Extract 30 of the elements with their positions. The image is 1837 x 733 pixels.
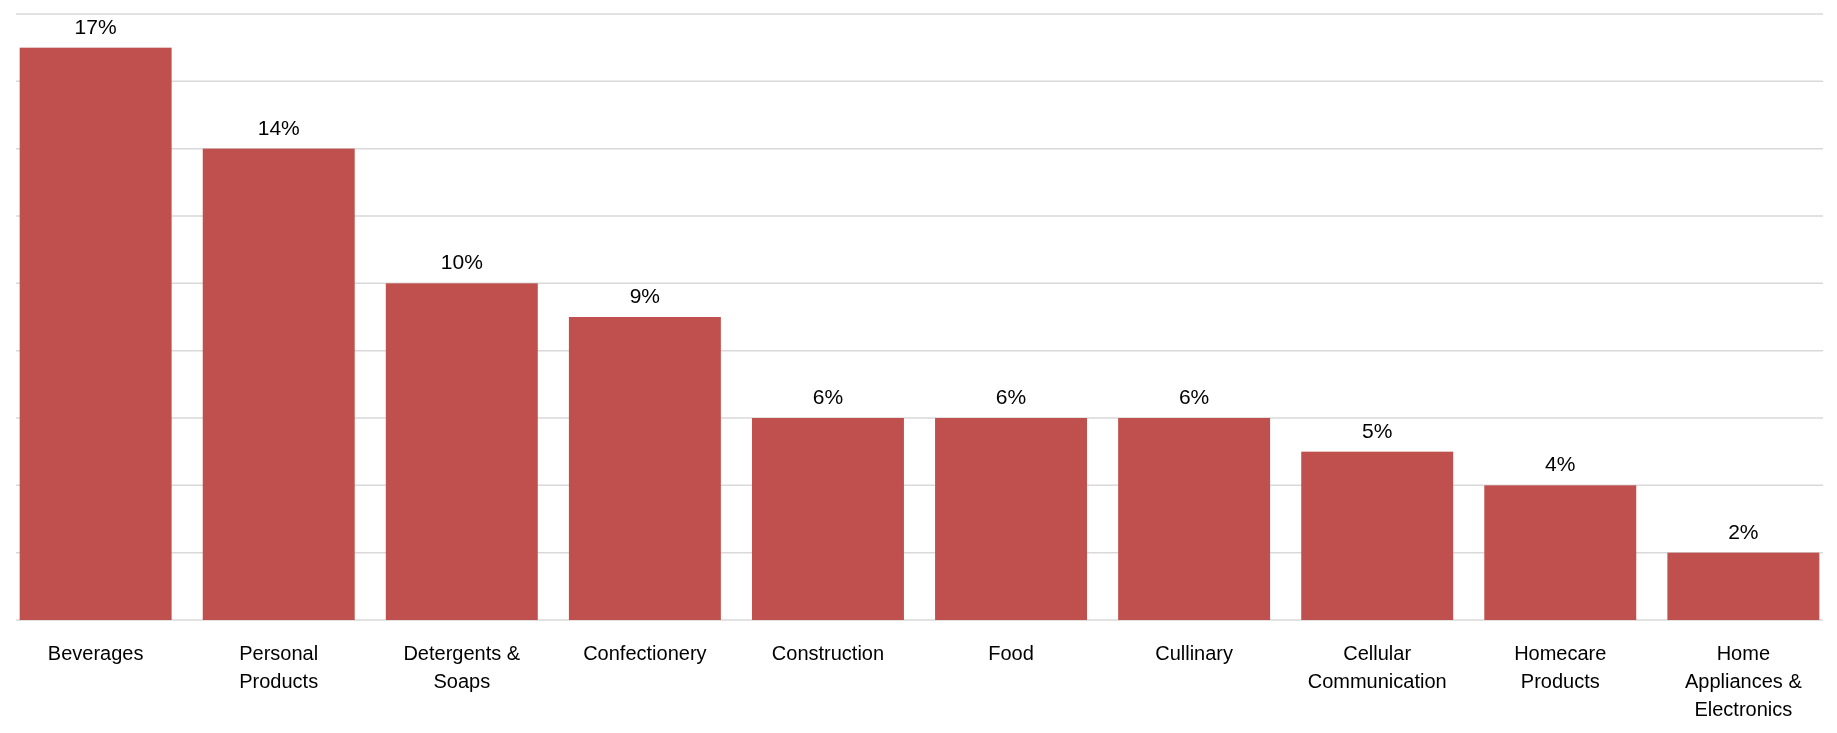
bar bbox=[19, 47, 172, 620]
x-tick-label: Cullinary bbox=[1155, 642, 1234, 664]
x-tick-label: Cellular Communication bbox=[1307, 642, 1447, 692]
bar bbox=[1667, 552, 1820, 620]
bar bbox=[751, 418, 904, 620]
bar bbox=[1484, 485, 1637, 620]
data-label: 2% bbox=[1728, 519, 1759, 543]
data-label: 9% bbox=[629, 284, 661, 307]
data-label: 5% bbox=[1362, 418, 1393, 442]
x-tick-label: Beverages bbox=[47, 642, 144, 664]
bar bbox=[202, 148, 355, 620]
bar bbox=[385, 283, 538, 620]
data-label: 17% bbox=[74, 14, 117, 38]
data-label: 6% bbox=[812, 385, 844, 408]
x-tick-label: Homecare Products bbox=[1514, 642, 1607, 692]
bar bbox=[935, 418, 1088, 620]
data-label: 4% bbox=[1545, 452, 1576, 476]
bar bbox=[1301, 451, 1454, 620]
x-tick-label: Home Appliances & Electronics bbox=[1684, 642, 1803, 720]
bar bbox=[568, 317, 721, 620]
x-tick-label: Detergents & Soaps bbox=[403, 642, 521, 692]
x-tick-label: Personal Products bbox=[239, 642, 319, 692]
data-label: 10% bbox=[440, 250, 483, 274]
x-tick-label: Confectionery bbox=[583, 642, 707, 664]
bar bbox=[1118, 418, 1271, 620]
data-label: 6% bbox=[995, 385, 1027, 408]
data-label: 14% bbox=[257, 115, 300, 139]
x-tick-label: Food bbox=[988, 642, 1034, 664]
x-tick-label: Construction bbox=[771, 642, 885, 664]
data-label: 6% bbox=[1178, 385, 1210, 408]
